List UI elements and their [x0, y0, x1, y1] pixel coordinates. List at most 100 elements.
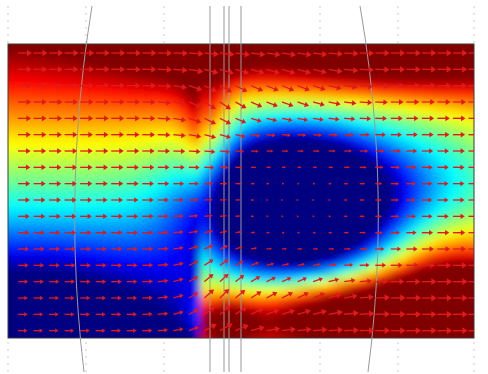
field-cell — [208, 183, 217, 191]
field-cell — [24, 302, 33, 310]
field-cell — [232, 106, 241, 114]
field-cell — [96, 302, 105, 310]
vector-arrow — [328, 326, 344, 334]
vector-arrow — [281, 117, 293, 123]
field-cell — [128, 106, 137, 114]
field-cell — [448, 302, 457, 310]
field-cell — [416, 225, 425, 233]
field-cell — [344, 106, 353, 114]
field-cell — [136, 85, 145, 93]
field-cell — [160, 288, 169, 296]
field-cell — [328, 197, 337, 205]
vector-arrow — [157, 197, 169, 203]
vector-arrow — [266, 276, 276, 283]
vector-arrow — [33, 262, 45, 268]
field-cell — [280, 211, 289, 219]
field-cell — [232, 330, 241, 338]
field-cell — [480, 190, 488, 198]
field-cell — [192, 281, 201, 289]
field-cell — [448, 169, 457, 177]
field-cell — [144, 253, 153, 261]
vector-arrow — [18, 246, 30, 252]
field-cell — [424, 92, 433, 100]
vector-arrow — [142, 328, 153, 333]
field-cell — [56, 330, 65, 338]
vector-arrow — [111, 197, 124, 203]
field-cell — [408, 190, 417, 198]
field-cell — [376, 288, 385, 296]
field-cell — [136, 309, 145, 317]
field-cell — [16, 50, 25, 58]
field-cell — [360, 113, 369, 121]
field-cell — [104, 162, 113, 170]
field-cell — [136, 57, 145, 65]
field-cell — [248, 162, 257, 170]
field-cell — [96, 92, 105, 100]
field-cell — [40, 190, 49, 198]
vector-arrow — [344, 231, 349, 234]
field-cell — [448, 309, 457, 317]
field-cell — [392, 71, 401, 79]
field-cell — [192, 197, 201, 205]
field-cell — [264, 302, 273, 310]
field-cell — [24, 190, 33, 198]
field-cell — [432, 106, 441, 114]
field-cell — [240, 92, 249, 100]
field-cell — [344, 309, 353, 317]
vector-arrow — [281, 276, 292, 283]
field-cell — [64, 197, 73, 205]
field-cell — [360, 50, 369, 58]
vector-arrow — [437, 229, 450, 236]
field-cell — [360, 260, 369, 268]
field-cell — [8, 57, 17, 65]
field-cell — [288, 141, 297, 149]
field-cell — [240, 78, 249, 86]
field-cell — [360, 148, 369, 156]
field-cell — [240, 71, 249, 79]
field-cell — [456, 204, 465, 212]
vector-arrow — [142, 230, 154, 236]
field-cell — [424, 253, 433, 261]
field-cell — [136, 127, 145, 135]
vector-arrow — [297, 117, 309, 122]
field-cell — [64, 211, 73, 219]
vector-arrow — [313, 149, 320, 153]
field-cell — [400, 176, 409, 184]
field-cell — [64, 323, 73, 331]
vector-arrow — [173, 100, 187, 107]
vector-arrow — [406, 230, 417, 236]
vector-arrow — [313, 326, 328, 334]
vector-arrow — [468, 297, 474, 299]
field-cell — [480, 330, 488, 338]
field-cell — [440, 44, 449, 51]
field-cell — [248, 85, 257, 93]
vector-arrow — [33, 115, 47, 122]
field-cell — [384, 204, 393, 212]
vector-arrow — [188, 276, 198, 283]
field-cell — [440, 281, 449, 289]
field-cell — [8, 253, 17, 261]
field-cell — [256, 120, 265, 128]
field-cell — [56, 141, 65, 149]
field-cell — [416, 155, 425, 163]
field-cell — [456, 64, 465, 72]
vector-arrow — [437, 49, 452, 57]
field-cell — [200, 218, 209, 226]
field-cell — [24, 36, 33, 44]
field-cell — [96, 36, 105, 44]
field-cell — [216, 141, 225, 149]
vector-arrow — [18, 197, 30, 203]
field-cell — [328, 169, 337, 177]
field-cell — [304, 218, 313, 226]
vector-arrow — [142, 82, 156, 89]
vector-arrow — [452, 278, 468, 286]
field-cell — [424, 246, 433, 254]
field-cell — [96, 71, 105, 79]
vector-arrow — [313, 231, 316, 234]
field-cell — [48, 176, 57, 184]
field-cell — [208, 295, 217, 303]
field-cell — [152, 309, 161, 317]
vector-arrow — [142, 311, 153, 317]
vector-arrow — [219, 305, 231, 315]
field-cell — [448, 134, 457, 142]
